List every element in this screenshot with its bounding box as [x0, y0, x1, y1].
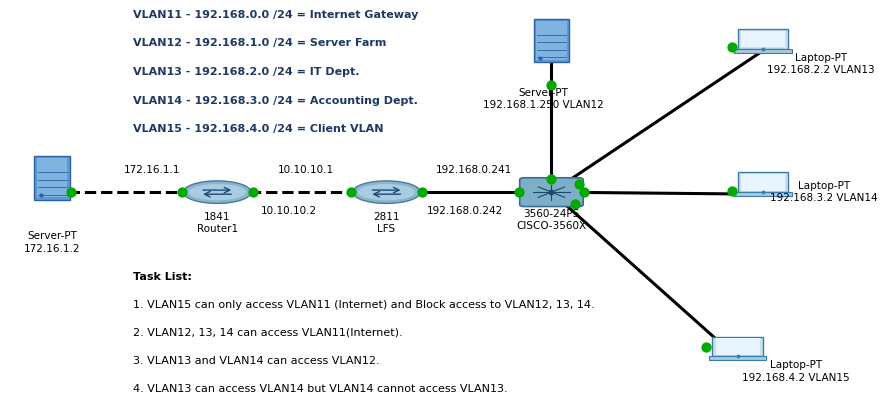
Point — [545, 189, 559, 195]
Point — [577, 189, 591, 195]
FancyBboxPatch shape — [534, 19, 569, 62]
FancyBboxPatch shape — [35, 156, 70, 199]
FancyBboxPatch shape — [734, 49, 792, 53]
Point — [513, 189, 527, 195]
Point — [572, 180, 587, 187]
Text: Task List:: Task List: — [132, 272, 191, 282]
Point — [545, 175, 559, 182]
Text: Server-PT
172.16.1.2: Server-PT 172.16.1.2 — [24, 231, 80, 254]
Point — [755, 45, 770, 52]
Ellipse shape — [358, 184, 415, 200]
Point — [174, 189, 188, 195]
FancyBboxPatch shape — [741, 174, 785, 190]
Point — [755, 189, 770, 195]
Point — [724, 188, 739, 194]
Text: 3. VLAN13 and VLAN14 can access VLAN12.: 3. VLAN13 and VLAN14 can access VLAN12. — [132, 356, 380, 366]
FancyBboxPatch shape — [536, 21, 567, 60]
Text: 10.10.10.1: 10.10.10.1 — [278, 164, 334, 175]
Point — [568, 200, 582, 207]
FancyBboxPatch shape — [520, 178, 583, 206]
Point — [246, 189, 260, 195]
Point — [344, 189, 358, 195]
Text: VLAN13 - 192.168.2.0 /24 = IT Dept.: VLAN13 - 192.168.2.0 /24 = IT Dept. — [132, 67, 359, 77]
Text: 3560-24PS
CISCO-3560X: 3560-24PS CISCO-3560X — [516, 209, 587, 231]
Point — [699, 344, 714, 350]
FancyBboxPatch shape — [734, 192, 792, 196]
FancyBboxPatch shape — [715, 338, 760, 355]
Point — [724, 44, 739, 51]
Ellipse shape — [188, 184, 246, 200]
FancyBboxPatch shape — [709, 356, 766, 360]
Point — [34, 192, 48, 199]
Point — [545, 82, 559, 89]
FancyBboxPatch shape — [738, 29, 789, 49]
Text: VLAN11 - 192.168.0.0 /24 = Internet Gateway: VLAN11 - 192.168.0.0 /24 = Internet Gate… — [132, 9, 418, 19]
Text: 192.168.0.241: 192.168.0.241 — [436, 164, 512, 175]
Text: VLAN14 - 192.168.3.0 /24 = Accounting Dept.: VLAN14 - 192.168.3.0 /24 = Accounting De… — [132, 96, 417, 106]
FancyBboxPatch shape — [738, 173, 789, 192]
Text: Laptop-PT
192.168.2.2 VLAN13: Laptop-PT 192.168.2.2 VLAN13 — [767, 53, 875, 75]
Point — [415, 189, 430, 195]
FancyBboxPatch shape — [741, 31, 785, 47]
Point — [63, 189, 78, 195]
Text: 2. VLAN12, 13, 14 can access VLAN11(Internet).: 2. VLAN12, 13, 14 can access VLAN11(Inte… — [132, 328, 402, 338]
Text: 2811
LFS: 2811 LFS — [373, 212, 400, 234]
FancyBboxPatch shape — [37, 158, 67, 197]
Text: VLAN12 - 192.168.1.0 /24 = Server Farm: VLAN12 - 192.168.1.0 /24 = Server Farm — [132, 38, 386, 48]
Text: 10.10.10.2: 10.10.10.2 — [261, 206, 317, 216]
Point — [730, 353, 745, 360]
Text: Laptop-PT
192.168.4.2 VLAN15: Laptop-PT 192.168.4.2 VLAN15 — [742, 360, 849, 383]
Text: 172.16.1.1: 172.16.1.1 — [124, 164, 180, 175]
Text: 192.168.0.242: 192.168.0.242 — [427, 206, 504, 216]
Text: VLAN15 - 192.168.4.0 /24 = Client VLAN: VLAN15 - 192.168.4.0 /24 = Client VLAN — [132, 124, 383, 135]
Text: 1841
Router1: 1841 Router1 — [196, 212, 238, 234]
FancyBboxPatch shape — [713, 337, 763, 356]
Text: Server-PT
192.168.1.250 VLAN12: Server-PT 192.168.1.250 VLAN12 — [482, 88, 604, 110]
Ellipse shape — [183, 181, 251, 204]
Ellipse shape — [353, 181, 421, 204]
Text: 4. VLAN13 can access VLAN14 but VLAN14 cannot access VLAN13.: 4. VLAN13 can access VLAN14 but VLAN14 c… — [132, 384, 507, 394]
Text: Laptop-PT
192.168.3.2 VLAN14: Laptop-PT 192.168.3.2 VLAN14 — [770, 181, 878, 203]
Text: 1. VLAN15 can only access VLAN11 (Internet) and Block access to VLAN12, 13, 14.: 1. VLAN15 can only access VLAN11 (Intern… — [132, 300, 594, 310]
Point — [533, 55, 547, 61]
